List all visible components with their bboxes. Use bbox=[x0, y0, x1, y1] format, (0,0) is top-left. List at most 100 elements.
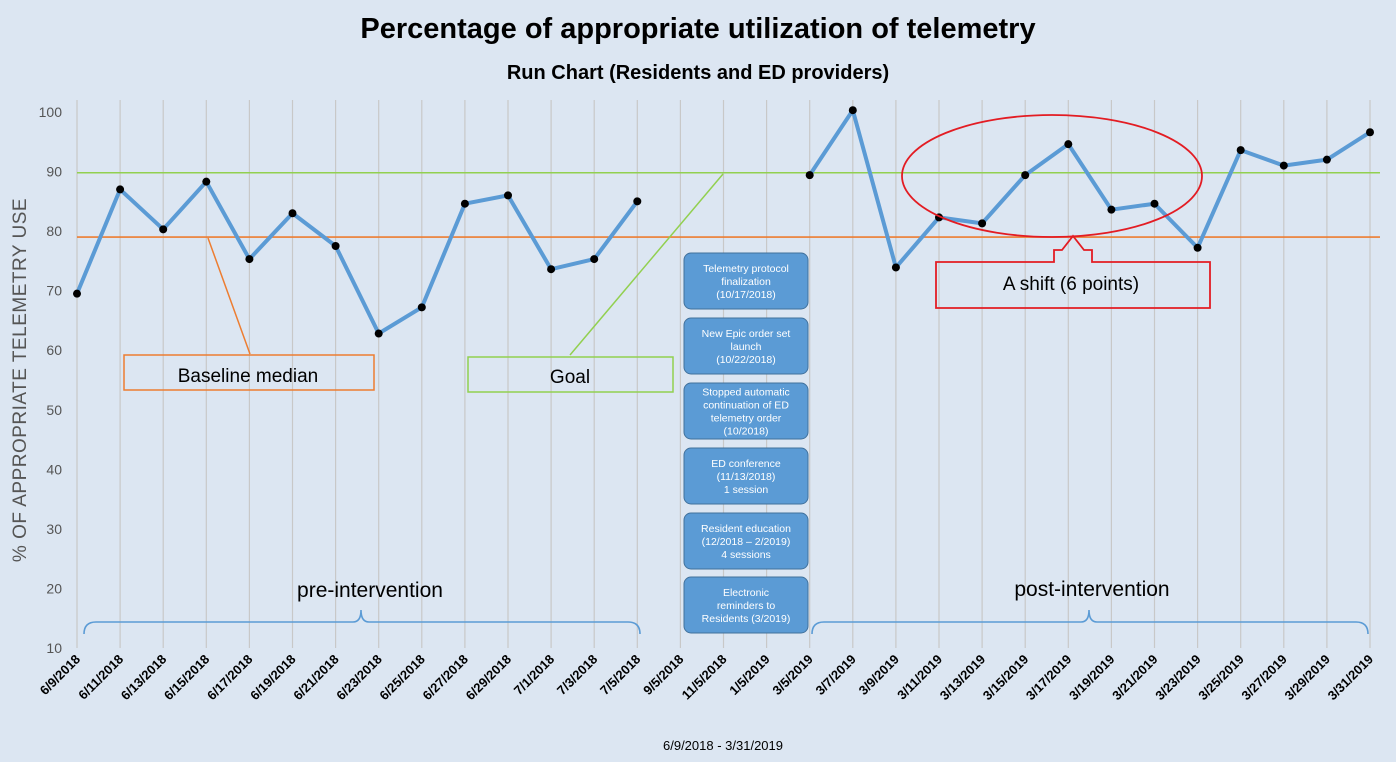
x-tick-label: 7/3/2018 bbox=[554, 652, 600, 698]
x-tick-label: 3/15/2019 bbox=[980, 652, 1032, 704]
x-tick-label: 3/13/2019 bbox=[937, 652, 989, 704]
x-tick-label: 3/5/2019 bbox=[769, 652, 815, 698]
chart-title: Percentage of appropriate utilization of… bbox=[360, 13, 1035, 45]
x-tick-label: 6/25/2018 bbox=[376, 652, 428, 704]
intervention-text: (10/17/2018) bbox=[716, 289, 776, 301]
data-point bbox=[73, 289, 81, 298]
shift-ellipse bbox=[901, 114, 1203, 238]
intervention-box-bg bbox=[683, 576, 809, 634]
data-point bbox=[891, 263, 900, 272]
data-point bbox=[590, 255, 599, 264]
data-point bbox=[1064, 140, 1073, 149]
baseline-median-callout: Baseline median bbox=[123, 237, 375, 391]
intervention-text: Telemetry protocol bbox=[703, 263, 789, 275]
y-axis-label: % OF APPROPRIATE TELEMETRY USE bbox=[10, 198, 31, 562]
pre-intervention-brace-shape bbox=[83, 609, 641, 635]
x-tick-label: 11/5/2018 bbox=[679, 652, 730, 703]
y-tick-label: 20 bbox=[46, 580, 62, 596]
baseline-median-box bbox=[123, 354, 375, 391]
intervention-text: 4 sessions bbox=[721, 549, 771, 561]
x-axis-ticks: 6/9/20186/11/20186/13/20186/15/20186/17/… bbox=[37, 652, 1376, 704]
post-intervention-brace: post-intervention bbox=[811, 578, 1369, 635]
x-tick-label: 6/29/2018 bbox=[463, 652, 515, 704]
intervention-text: 1 session bbox=[724, 484, 769, 496]
x-tick-label: 6/21/2018 bbox=[290, 652, 342, 704]
data-point bbox=[331, 242, 340, 250]
x-tick-label: 6/17/2018 bbox=[204, 652, 256, 704]
data-series bbox=[73, 106, 1374, 338]
data-point bbox=[633, 197, 642, 206]
x-tick-label: 6/13/2018 bbox=[118, 652, 170, 704]
intervention-text: New Epic order set bbox=[702, 328, 791, 340]
data-point bbox=[1279, 161, 1288, 170]
data-point bbox=[1150, 199, 1159, 208]
x-tick-label: 7/1/2018 bbox=[511, 652, 557, 698]
baseline-median-leader bbox=[207, 237, 251, 355]
data-point bbox=[202, 177, 211, 186]
y-tick-label: 100 bbox=[39, 104, 63, 120]
baseline-median-label: Baseline median bbox=[178, 366, 318, 387]
intervention-box-bg bbox=[683, 252, 809, 310]
x-tick-label: 6/11/2018 bbox=[75, 652, 126, 703]
data-point bbox=[1322, 155, 1331, 164]
vertical-gridlines bbox=[76, 100, 1371, 648]
intervention-boxes: Telemetry protocolfinalization(10/17/201… bbox=[683, 252, 809, 634]
goal-callout: Goal bbox=[467, 173, 724, 393]
x-tick-label: 6/19/2018 bbox=[247, 652, 299, 704]
shift-callout: A shift (6 points) bbox=[901, 114, 1211, 309]
intervention-text: ED conference bbox=[711, 458, 781, 470]
x-tick-label: 3/29/2019 bbox=[1282, 652, 1334, 704]
y-tick-label: 10 bbox=[46, 640, 62, 656]
x-tick-label: 6/15/2018 bbox=[161, 652, 213, 704]
x-tick-label: 3/21/2019 bbox=[1109, 652, 1161, 704]
pre-intervention-label: pre-intervention bbox=[297, 579, 443, 602]
series-line bbox=[75, 179, 639, 336]
data-point bbox=[1107, 205, 1116, 214]
y-axis-ticks: 10 20 30 40 50 60 70 80 90 100 bbox=[39, 104, 63, 656]
data-point bbox=[504, 191, 512, 200]
post-intervention-brace-shape bbox=[811, 609, 1369, 635]
data-point bbox=[1021, 171, 1030, 180]
pre-intervention-brace: pre-intervention bbox=[83, 579, 641, 635]
x-tick-label: 3/19/2019 bbox=[1066, 652, 1118, 704]
intervention-box: Telemetry protocolfinalization(10/17/201… bbox=[683, 252, 809, 310]
x-tick-label: 3/23/2019 bbox=[1152, 652, 1204, 704]
intervention-box-bg bbox=[683, 382, 809, 440]
intervention-text: Residents (3/2019) bbox=[702, 613, 791, 625]
x-tick-label: 1/5/2019 bbox=[726, 652, 772, 698]
goal-leader bbox=[569, 173, 724, 356]
reference-lines bbox=[77, 171, 1380, 238]
data-point bbox=[159, 225, 168, 234]
intervention-text: (10/2018) bbox=[724, 426, 769, 438]
data-point bbox=[1193, 243, 1202, 252]
goal-box bbox=[467, 356, 674, 393]
intervention-box: Resident education(12/2018 – 2/2019)4 se… bbox=[683, 512, 809, 570]
post-intervention-label: post-intervention bbox=[1014, 578, 1169, 601]
goal-label: Goal bbox=[550, 367, 590, 388]
intervention-text: continuation of ED bbox=[703, 400, 789, 412]
intervention-box-bg bbox=[683, 317, 809, 375]
x-tick-label: 3/31/2019 bbox=[1325, 652, 1377, 704]
x-tick-label: 6/23/2018 bbox=[333, 652, 385, 704]
shift-callout-box bbox=[935, 234, 1211, 309]
x-tick-label: 3/11/2019 bbox=[894, 652, 945, 703]
x-tick-label: 3/17/2019 bbox=[1023, 652, 1075, 704]
y-tick-label: 60 bbox=[46, 342, 62, 358]
x-tick-label: 3/27/2019 bbox=[1238, 652, 1290, 704]
y-tick-label: 70 bbox=[46, 283, 62, 299]
y-tick-label: 40 bbox=[46, 461, 62, 477]
data-point bbox=[978, 219, 987, 228]
data-point bbox=[245, 255, 254, 264]
intervention-text: (11/13/2018) bbox=[717, 471, 776, 483]
x-tick-label: 3/7/2019 bbox=[813, 652, 859, 698]
data-point bbox=[417, 303, 426, 312]
y-tick-label: 80 bbox=[46, 223, 62, 239]
data-point bbox=[547, 265, 556, 274]
x-tick-label: 6/27/2018 bbox=[420, 652, 472, 704]
x-axis-label: 6/9/2018 - 3/31/2019 bbox=[663, 738, 783, 753]
intervention-text: (12/2018 – 2/2019) bbox=[702, 536, 791, 548]
y-tick-label: 90 bbox=[46, 164, 62, 180]
data-point bbox=[116, 185, 125, 194]
intervention-text: telemetry order bbox=[711, 413, 782, 425]
